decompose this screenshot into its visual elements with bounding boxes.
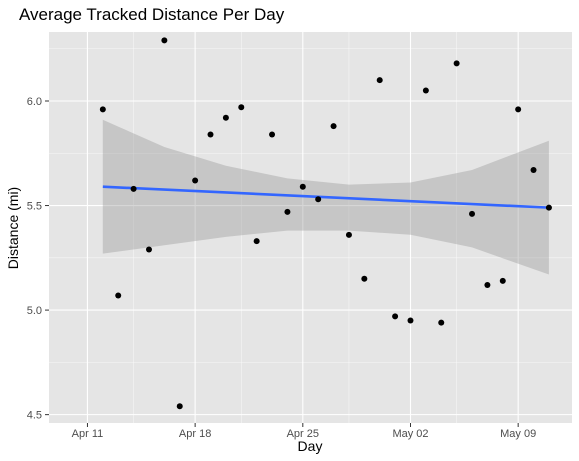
data-point (176, 403, 183, 410)
data-point (422, 87, 429, 94)
plot-panel (49, 32, 572, 423)
data-point (238, 104, 245, 111)
data-point (115, 292, 122, 299)
x-tick-label: May 09 (500, 428, 536, 440)
data-point (222, 114, 229, 121)
chart-title: Average Tracked Distance Per Day (19, 5, 285, 24)
x-axis-title: Day (298, 438, 323, 454)
data-point (361, 275, 368, 282)
data-point (530, 167, 537, 173)
data-point (469, 210, 476, 217)
trend-line (102, 185, 549, 209)
data-point (99, 106, 106, 113)
data-point (515, 106, 522, 113)
y-tick-label: 4.5 (27, 410, 42, 422)
data-point (299, 183, 306, 190)
data-point (499, 277, 506, 284)
data-point (330, 123, 337, 130)
y-tick-label: 6.0 (27, 96, 42, 108)
data-points (99, 37, 552, 410)
y-axis: 4.5 5.0 5.5 6.0 (27, 96, 49, 422)
data-point (392, 313, 399, 320)
data-point (407, 317, 414, 324)
x-tick-label: Apr 11 (72, 428, 104, 440)
x-axis: Apr 11 Apr 18 Apr 25 May 02 May 09 (72, 423, 536, 440)
minor-gridlines (49, 32, 572, 423)
data-point (345, 231, 352, 238)
x-tick-label: Apr 18 (179, 428, 211, 440)
data-point (315, 196, 322, 203)
y-tick-label: 5.5 (27, 201, 42, 213)
x-tick-label: Apr 25 (287, 428, 319, 440)
data-point (269, 131, 276, 138)
data-point (145, 246, 152, 253)
data-point (253, 238, 260, 245)
data-point (130, 185, 137, 192)
data-point (438, 319, 445, 326)
data-point (545, 204, 552, 211)
data-point (284, 208, 291, 215)
data-point (207, 131, 214, 138)
y-axis-title: Distance (mi) (5, 187, 21, 269)
x-tick-label: May 02 (392, 428, 428, 440)
y-tick-label: 5.0 (27, 305, 42, 317)
data-point (192, 177, 199, 184)
data-point (161, 37, 168, 44)
data-point (453, 60, 460, 67)
data-point (376, 77, 383, 84)
data-point (484, 282, 491, 288)
